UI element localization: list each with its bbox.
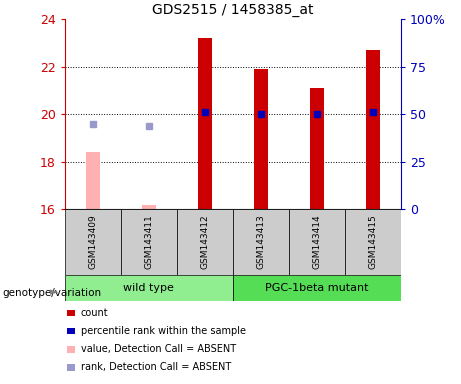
Title: GDS2515 / 1458385_at: GDS2515 / 1458385_at xyxy=(152,3,313,17)
Bar xyxy=(254,69,268,209)
Bar xyxy=(345,209,401,275)
Bar xyxy=(142,205,156,209)
Bar xyxy=(233,275,401,301)
Text: ►: ► xyxy=(50,288,59,298)
Text: GSM143412: GSM143412 xyxy=(200,215,209,269)
Text: genotype/variation: genotype/variation xyxy=(2,288,101,298)
Bar xyxy=(65,275,233,301)
Text: GSM143409: GSM143409 xyxy=(88,215,97,269)
Bar xyxy=(233,209,289,275)
Bar xyxy=(366,50,380,209)
Text: PGC-1beta mutant: PGC-1beta mutant xyxy=(265,283,369,293)
Bar xyxy=(65,209,121,275)
Text: rank, Detection Call = ABSENT: rank, Detection Call = ABSENT xyxy=(81,362,231,372)
Text: value, Detection Call = ABSENT: value, Detection Call = ABSENT xyxy=(81,344,236,354)
Text: GSM143414: GSM143414 xyxy=(313,215,321,269)
Bar xyxy=(198,38,212,209)
Text: GSM143415: GSM143415 xyxy=(368,215,378,269)
Text: GSM143411: GSM143411 xyxy=(144,215,153,269)
Text: count: count xyxy=(81,308,108,318)
Text: percentile rank within the sample: percentile rank within the sample xyxy=(81,326,246,336)
Bar xyxy=(86,152,100,209)
Bar xyxy=(177,209,233,275)
Bar xyxy=(121,209,177,275)
Text: GSM143413: GSM143413 xyxy=(256,215,266,269)
Bar xyxy=(289,209,345,275)
Text: wild type: wild type xyxy=(123,283,174,293)
Bar xyxy=(310,88,324,209)
